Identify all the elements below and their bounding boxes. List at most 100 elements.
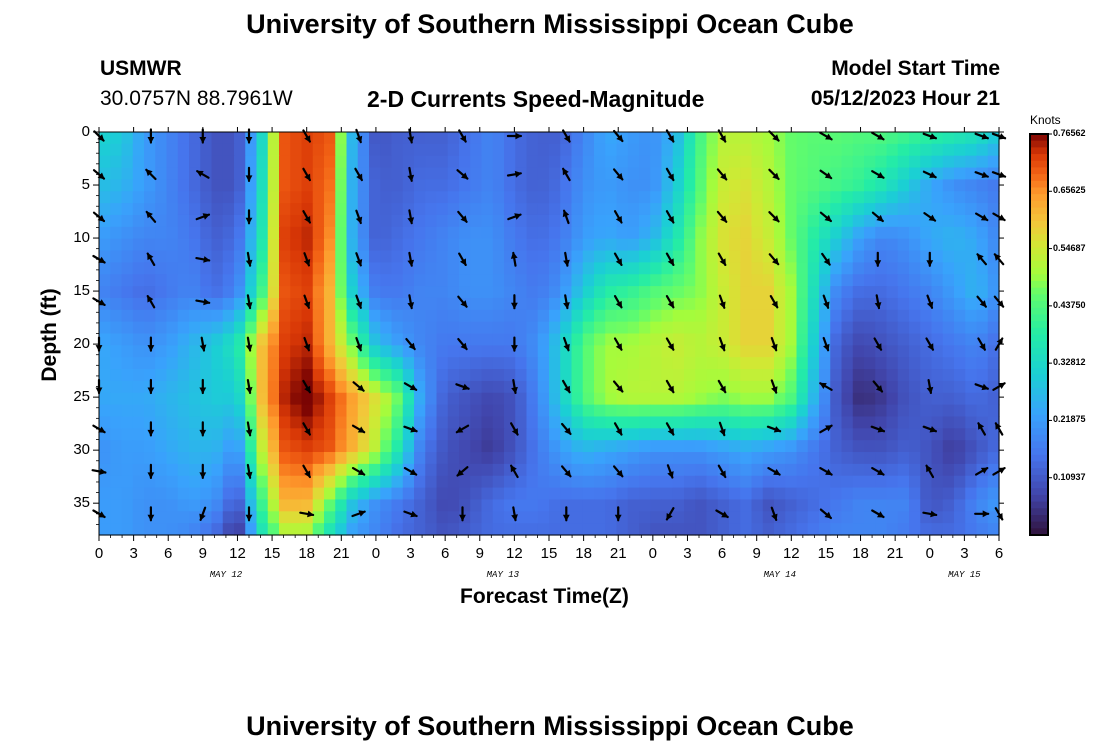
- heatmap-cell: [234, 357, 246, 370]
- heatmap-cell: [335, 297, 348, 311]
- heatmap-cell: [211, 404, 224, 418]
- current-vector-arrow: [407, 294, 415, 310]
- heatmap-cell: [571, 143, 584, 157]
- x-tick-label: 6: [164, 545, 173, 562]
- heatmap-cell: [954, 463, 966, 477]
- heatmap-cell: [234, 475, 246, 489]
- heatmap-cell: [852, 345, 865, 358]
- heatmap-cell: [695, 392, 708, 406]
- heatmap-cell: [436, 167, 449, 181]
- heatmap-cell: [931, 357, 944, 370]
- heatmap-cell: [234, 309, 246, 323]
- heatmap-cell: [211, 203, 224, 216]
- heatmap-cell: [357, 440, 370, 453]
- current-vector-arrow: [613, 422, 623, 436]
- heatmap-cell: [211, 499, 224, 512]
- heatmap-cell: [369, 404, 381, 418]
- heatmap-cell: [830, 345, 843, 358]
- heatmap-cell: [729, 132, 741, 145]
- heatmap-cell: [639, 345, 651, 358]
- heatmap-cell: [616, 297, 629, 311]
- heatmap-cell: [470, 132, 483, 145]
- heatmap-cell: [234, 452, 246, 465]
- heatmap-cell: [537, 155, 550, 169]
- colorbar-label: Knots: [1030, 113, 1061, 127]
- heatmap-cell: [762, 179, 775, 192]
- heatmap-cell: [942, 369, 955, 382]
- heatmap-cell: [875, 321, 888, 335]
- heatmap-cell: [875, 463, 888, 477]
- heatmap-cell: [290, 369, 303, 382]
- heatmap-cell: [830, 333, 843, 346]
- heatmap-cell: [110, 155, 123, 169]
- heatmap-cell: [279, 155, 291, 169]
- heatmap-cell: [616, 274, 629, 287]
- colorbar-frame: [1029, 133, 1049, 536]
- heatmap-cell: [166, 203, 179, 216]
- heatmap-cell: [504, 463, 516, 477]
- heatmap-cell: [425, 238, 438, 252]
- heatmap-cell: [594, 357, 606, 370]
- heatmap-cell: [447, 428, 460, 441]
- heatmap-cell: [627, 428, 640, 441]
- heatmap-cell: [616, 345, 629, 358]
- colorbar-tick-label: 0.21875: [1053, 414, 1086, 425]
- heatmap-cell: [279, 143, 291, 157]
- heatmap-cell: [875, 523, 888, 536]
- current-vector-arrow: [974, 510, 990, 518]
- heatmap-cell: [189, 191, 201, 204]
- heatmap-cell: [875, 143, 888, 157]
- heatmap-cell: [796, 404, 809, 418]
- heatmap-cell: [616, 511, 629, 524]
- heatmap-cell: [211, 428, 224, 441]
- heatmap-cell: [931, 416, 944, 429]
- heatmap-cell: [301, 226, 314, 240]
- heatmap-cell: [796, 132, 809, 145]
- heatmap-cell: [470, 392, 483, 406]
- heatmap-cell: [425, 511, 438, 524]
- heatmap-cell: [751, 440, 764, 453]
- heatmap-cell: [425, 226, 438, 240]
- heatmap-cell: [189, 392, 201, 406]
- heatmap-cell: [650, 523, 663, 536]
- heatmap-cell: [121, 262, 134, 275]
- heatmap-cell: [571, 309, 584, 323]
- heatmap-cell: [537, 238, 550, 252]
- heatmap-cell: [211, 262, 224, 275]
- heatmap-cell: [594, 179, 606, 192]
- heatmap-cell: [897, 238, 910, 252]
- heatmap-cell: [526, 345, 539, 358]
- heatmap-cell: [627, 452, 640, 465]
- heatmap-cell: [560, 440, 573, 453]
- heatmap-cell: [909, 369, 921, 382]
- heatmap-cell: [492, 132, 505, 145]
- heatmap-cell: [605, 475, 618, 489]
- heatmap-cell: [819, 262, 831, 275]
- heatmap-cell: [740, 321, 753, 335]
- heatmap-cell: [245, 440, 258, 453]
- heatmap-cell: [549, 345, 561, 358]
- heatmap-cell: [346, 475, 359, 489]
- current-vector-arrow: [403, 382, 418, 391]
- heatmap-cell: [897, 380, 910, 394]
- heatmap-cell: [324, 416, 336, 429]
- heatmap-cell: [346, 309, 359, 323]
- heatmap-cell: [301, 463, 314, 477]
- y-tick-label: 0: [81, 123, 90, 140]
- heatmap-cell: [954, 321, 966, 335]
- heatmap-cell: [234, 333, 246, 346]
- heatmap-cell: [897, 416, 910, 429]
- heatmap-cell: [425, 369, 438, 382]
- heatmap-cell: [954, 179, 966, 192]
- heatmap-cell: [537, 511, 550, 524]
- heatmap-cell: [706, 226, 719, 240]
- heatmap-cell: [841, 416, 854, 429]
- heatmap-cell: [987, 214, 1000, 228]
- heatmap-cell: [796, 345, 809, 358]
- heatmap-cell: [234, 238, 246, 252]
- heatmap-cell: [909, 428, 921, 441]
- heatmap-cell: [571, 321, 584, 335]
- heatmap-cell: [200, 250, 213, 263]
- heatmap-cell: [976, 392, 989, 406]
- heatmap-cell: [425, 309, 438, 323]
